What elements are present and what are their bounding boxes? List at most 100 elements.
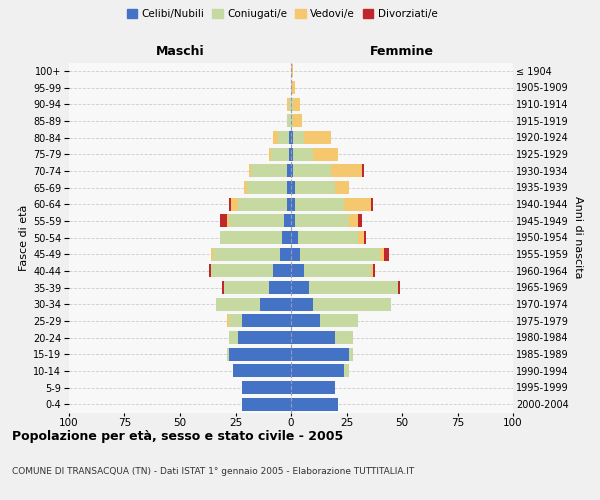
Bar — [227, 214, 229, 228]
Bar — [349, 214, 358, 228]
Bar — [380, 248, 384, 260]
Bar — [287, 164, 291, 177]
Bar — [291, 298, 313, 310]
Bar — [260, 298, 291, 310]
Bar — [242, 314, 291, 328]
Bar — [371, 264, 373, 278]
Bar — [284, 214, 291, 228]
Bar — [211, 248, 214, 260]
Bar — [291, 198, 295, 210]
Bar — [291, 348, 349, 360]
Bar — [291, 331, 335, 344]
Bar — [291, 281, 309, 294]
Bar — [349, 348, 353, 360]
Bar — [251, 164, 287, 177]
Bar — [229, 314, 242, 328]
Bar — [224, 281, 269, 294]
Bar — [213, 248, 280, 260]
Text: COMUNE DI TRANSACQUA (TN) - Dati ISTAT 1° gennaio 2005 - Elaborazione TUTTITALIA: COMUNE DI TRANSACQUA (TN) - Dati ISTAT 1… — [12, 468, 414, 476]
Bar — [291, 248, 300, 260]
Bar — [229, 331, 238, 344]
Bar — [291, 164, 293, 177]
Bar — [373, 264, 376, 278]
Bar — [231, 198, 238, 210]
Bar — [358, 231, 364, 244]
Text: Femmine: Femmine — [370, 44, 434, 58]
Bar — [371, 198, 373, 210]
Bar — [242, 381, 291, 394]
Bar — [291, 398, 338, 410]
Bar — [287, 98, 289, 110]
Bar — [242, 398, 291, 410]
Bar — [289, 148, 291, 160]
Bar — [287, 181, 291, 194]
Bar — [291, 64, 293, 78]
Bar — [291, 181, 295, 194]
Bar — [291, 148, 293, 160]
Bar — [244, 181, 247, 194]
Bar — [220, 231, 282, 244]
Bar — [344, 364, 349, 378]
Bar — [304, 264, 371, 278]
Bar — [313, 148, 338, 160]
Bar — [229, 214, 284, 228]
Bar — [293, 131, 304, 144]
Bar — [295, 198, 344, 210]
Bar — [291, 131, 293, 144]
Bar — [331, 164, 362, 177]
Bar — [291, 98, 293, 110]
Bar — [211, 264, 273, 278]
Bar — [291, 114, 293, 128]
Bar — [269, 281, 291, 294]
Bar — [293, 114, 302, 128]
Bar — [298, 231, 358, 244]
Y-axis label: Anni di nascita: Anni di nascita — [573, 196, 583, 278]
Bar — [249, 164, 251, 177]
Bar — [273, 131, 278, 144]
Bar — [227, 314, 229, 328]
Bar — [320, 314, 358, 328]
Bar — [344, 198, 371, 210]
Bar — [271, 148, 289, 160]
Bar — [291, 264, 304, 278]
Bar — [291, 231, 298, 244]
Bar — [233, 364, 291, 378]
Bar — [309, 281, 398, 294]
Bar — [335, 181, 349, 194]
Bar — [229, 198, 231, 210]
Text: Maschi: Maschi — [155, 44, 205, 58]
Y-axis label: Fasce di età: Fasce di età — [19, 204, 29, 270]
Legend: Celibi/Nubili, Coniugati/e, Vedovi/e, Divorziati/e: Celibi/Nubili, Coniugati/e, Vedovi/e, Di… — [122, 5, 442, 24]
Bar — [313, 298, 391, 310]
Bar — [398, 281, 400, 294]
Bar — [289, 131, 291, 144]
Bar — [289, 98, 291, 110]
Text: Popolazione per età, sesso e stato civile - 2005: Popolazione per età, sesso e stato civil… — [12, 430, 343, 443]
Bar — [220, 214, 227, 228]
Bar — [238, 198, 287, 210]
Bar — [293, 98, 300, 110]
Bar — [247, 181, 287, 194]
Bar — [384, 248, 389, 260]
Bar — [358, 214, 362, 228]
Bar — [291, 381, 335, 394]
Bar — [280, 248, 291, 260]
Bar — [273, 264, 291, 278]
Bar — [229, 348, 291, 360]
Bar — [291, 364, 344, 378]
Bar — [287, 198, 291, 210]
Bar — [364, 231, 367, 244]
Bar — [362, 164, 364, 177]
Bar — [291, 81, 295, 94]
Bar — [295, 214, 349, 228]
Bar — [238, 331, 291, 344]
Bar — [215, 298, 260, 310]
Bar — [227, 348, 229, 360]
Bar — [295, 181, 335, 194]
Bar — [335, 331, 353, 344]
Bar — [282, 231, 291, 244]
Bar — [209, 264, 211, 278]
Bar — [291, 314, 320, 328]
Bar — [269, 148, 271, 160]
Bar — [222, 281, 224, 294]
